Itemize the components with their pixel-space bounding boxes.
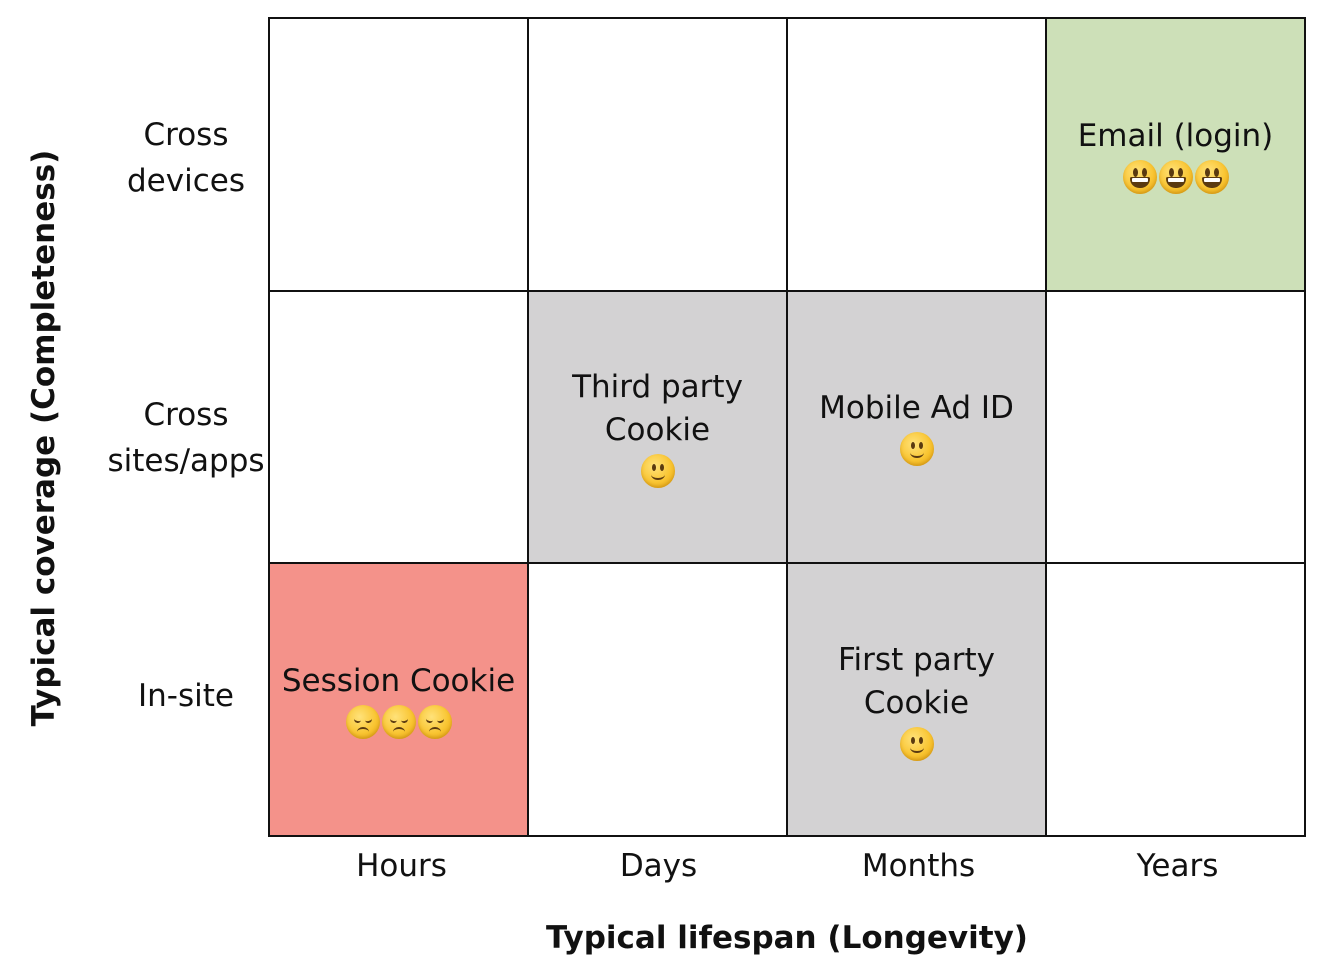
y-axis-title: Typical coverage (Completeness) — [26, 149, 62, 727]
row-label-cross-sites-apps: Cross sites/apps — [107, 397, 265, 479]
slightly-smiling-face-icon — [640, 453, 675, 488]
grinning-face-icon — [1158, 159, 1193, 194]
row-label-cross-devices: Cross devices — [127, 117, 245, 199]
column-label-years: Years — [1136, 848, 1219, 884]
disappointed-face-icon — [417, 705, 452, 740]
emoji-rating — [640, 453, 675, 488]
cell-label: First party Cookie — [837, 641, 995, 721]
cell-label: Email (login) — [1077, 117, 1274, 154]
column-label-hours: Hours — [356, 848, 447, 884]
row-label-in-site: In-site — [138, 678, 234, 714]
grinning-face-icon — [1194, 159, 1229, 194]
matrix-cell — [529, 19, 788, 292]
cell-label: Third party Cookie — [572, 368, 743, 448]
emoji-rating — [1122, 159, 1229, 194]
emoji-rating — [899, 432, 934, 467]
matrix-cell — [1047, 291, 1306, 565]
matrix-cell: Mobile Ad ID — [788, 291, 1047, 565]
column-label-days: Days — [619, 848, 698, 884]
slightly-smiling-face-icon — [899, 726, 934, 761]
x-axis-title: Typical lifespan (Longevity) — [546, 920, 1028, 956]
matrix-cell: Session Cookie — [270, 564, 529, 837]
emoji-rating — [345, 705, 452, 740]
matrix-cell — [270, 291, 529, 565]
matrix-cell: Third party Cookie — [529, 291, 788, 565]
disappointed-face-icon — [381, 705, 416, 740]
matrix-cell — [1047, 564, 1306, 837]
identifier-matrix: Email (login) Third party Cookie Mobile Ad… — [268, 17, 1306, 837]
cell-label: Mobile Ad ID — [819, 390, 1014, 427]
slightly-smiling-face-icon — [899, 432, 934, 467]
matrix-cell: Email (login) — [1047, 19, 1306, 292]
matrix-cell — [529, 564, 788, 837]
matrix-cell — [270, 19, 529, 292]
column-label-months: Months — [861, 848, 976, 884]
emoji-rating — [899, 726, 934, 761]
grinning-face-icon — [1122, 159, 1157, 194]
disappointed-face-icon — [345, 705, 380, 740]
matrix-cell — [788, 19, 1047, 292]
matrix-cell: First party Cookie — [788, 564, 1047, 837]
cell-label: Session Cookie — [281, 663, 516, 700]
